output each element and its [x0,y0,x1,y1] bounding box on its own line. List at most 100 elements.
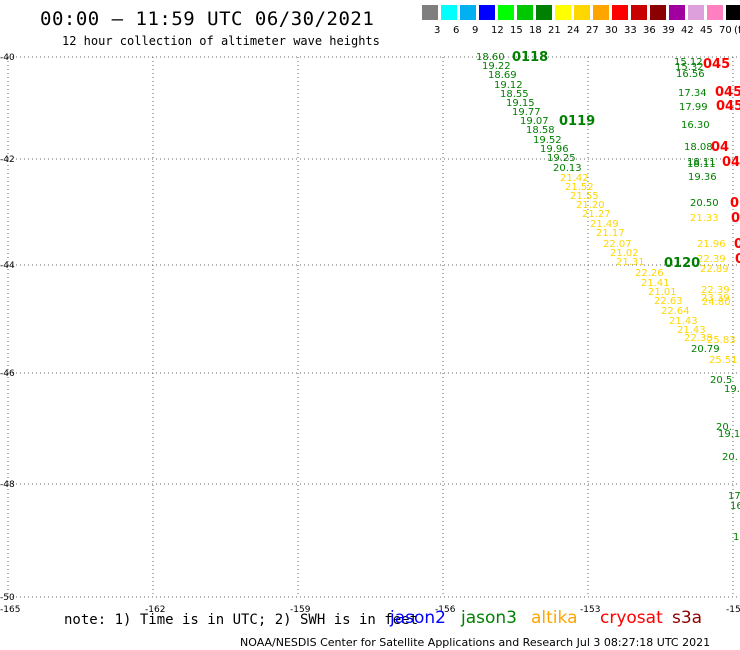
wave-height-reading: 22.89 [700,264,729,275]
pass-time-label: 0120 [664,256,700,271]
colorbar-label: 36 [643,25,656,36]
satellite-legend-item: cryosat [600,608,663,628]
wave-height-reading: 22.39 [697,254,726,265]
colorbar-swatch [498,5,514,20]
latitude-label: -42 [0,155,15,165]
wave-height-reading: 22.39 [701,285,730,296]
pass-time-label: 0 [734,237,740,252]
wave-height-reading: 18.58 [526,125,555,136]
wave-height-reading: 21.42 [560,173,589,184]
wave-height-reading: 21.41 [641,278,670,289]
colorbar-swatch [422,5,438,20]
colorbar-swatch [593,5,609,20]
wave-height-reading: 21.17 [596,228,625,239]
colorbar-swatch [460,5,476,20]
wave-height-reading: 15.12 [674,57,703,68]
pass-time-label: 0 [730,196,739,211]
colorbar-label: 24 [567,25,580,36]
colorbar-label: 3 [434,25,441,36]
colorbar-swatch [612,5,628,20]
pass-time-label: 04 [722,155,740,170]
wave-height-reading: 16 [730,501,740,512]
wave-height-reading: 22.64 [661,306,690,317]
wave-height-reading: 19.52 [533,135,562,146]
wave-height-reading: 21.43 [669,316,698,327]
satellite-legend-item: jason3 [461,608,517,628]
colorbar-swatch [517,5,533,20]
wave-height-reading: 20.5 [710,375,732,386]
wave-height-reading: 16.30 [681,120,710,131]
wave-height-reading: 21.49 [590,219,619,230]
wave-height-reading: 17.99 [679,102,708,113]
longitude-label: -153 [580,605,600,615]
wave-height-reading: 21.20 [576,200,605,211]
page-subtitle: 12 hour collection of altimeter wave hei… [62,34,380,48]
wave-height-reading: 22.07 [603,239,632,250]
wave-height-reading: 20.79 [691,344,720,355]
wave-height-reading: 20. [722,452,738,463]
longitude-label: -150 [726,605,740,615]
colorbar-label: 39 [662,25,675,36]
colorbar-label: 18 [529,25,542,36]
wave-height-reading: 20.13 [553,163,582,174]
colorbar-label: 15 [510,25,523,36]
wave-height-reading: 17.34 [678,88,707,99]
colorbar-swatch [726,5,740,20]
latitude-label: -48 [0,480,15,490]
colorbar-label: 9 [472,25,479,36]
wave-height-reading: 19.25 [547,153,576,164]
wave-height-reading: 18.60 [476,52,505,63]
colorbar-swatch [631,5,647,20]
colorbar-label: (ft) [734,25,740,36]
wave-height-reading: 21.96 [697,239,726,250]
wave-height-reading: 21.02 [610,248,639,259]
colorbar-swatch [688,5,704,20]
satellite-legend-item: altika [531,608,578,628]
wave-height-reading: 16.56 [676,69,705,80]
colorbar-label: 30 [605,25,618,36]
wave-height-reading: 21.55 [570,191,599,202]
latitude-labels: -40 -42 -44 -46 -48 -50 [0,53,15,603]
wave-height-reading: 19.12 [494,80,523,91]
colorbar-swatch [574,5,590,20]
wave-height-reading: 21.52 [565,182,594,193]
wave-height-reading: 25.83 [707,335,736,346]
wave-height-reading: 18.08 [684,142,713,153]
wave-height-reading: 19.15 [506,98,535,109]
colorbar-label: 21 [548,25,561,36]
colorbar-swatch [650,5,666,20]
wave-height-reading: 17 [728,491,740,502]
wave-height-reading: 22.26 [635,268,664,279]
wave-height-reading: 22.63 [654,296,683,307]
wave-height-reading: 21.43 [677,325,706,336]
colorbar-swatch [479,5,495,20]
wave-height-reading: 1 [733,532,739,543]
pass-time-label: 045 [703,57,730,72]
pass-time-label: 0118 [512,50,548,65]
wave-height-reading: 19.36 [688,172,717,183]
pass-time-label: 0119 [559,114,595,129]
wave-height-reading: 20.50 [690,198,719,209]
wave-height-reading: 22.38 [684,333,713,344]
page-title: 00:00 – 11:59 UTC 06/30/2021 [40,8,375,30]
wave-height-reading: 23.39 [701,293,730,304]
wave-height-reading: 19.96 [540,144,569,155]
wave-height-reading: 18.11 [687,157,716,168]
wave-height-reading: 25.51 [709,355,738,366]
wave-height-reading: 19.77 [512,107,541,118]
wave-height-reading: 15.32 [675,62,704,73]
colorbar-swatch [536,5,552,20]
longitude-label: -165 [0,605,20,615]
pass-time-label: 0 [735,252,740,267]
wave-height-reading: 19.07 [520,116,549,127]
wave-height-reading: 20. [716,422,732,433]
colorbar-swatch [669,5,685,20]
pass-time-label: 045 [715,85,740,100]
latitude-label: -50 [0,593,15,603]
latitude-label: -40 [0,53,15,63]
wave-height-reading: 21.01 [648,287,677,298]
wave-height-reading: 21.31 [616,257,645,268]
